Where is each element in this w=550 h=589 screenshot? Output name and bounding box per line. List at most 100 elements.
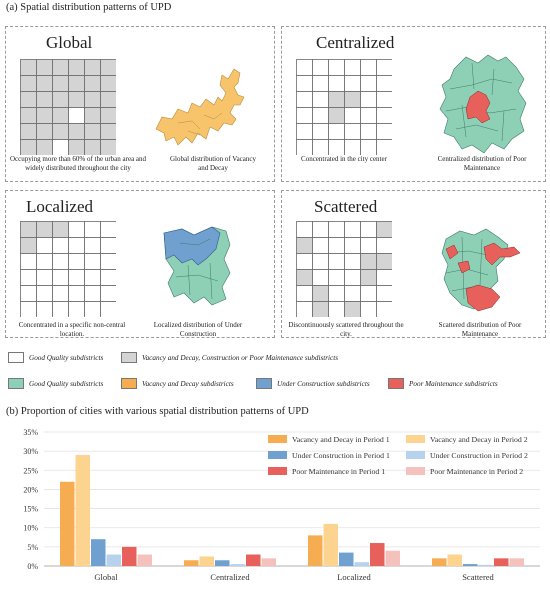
grid-cell-good xyxy=(376,123,392,140)
grid-cell-good xyxy=(376,269,392,286)
grid-cell-good xyxy=(100,253,116,270)
x-tick-label: Centralized xyxy=(210,572,250,582)
grid-cell-good xyxy=(84,301,101,317)
bar xyxy=(447,554,462,566)
grid-cell-good xyxy=(360,91,377,108)
grid-cell-upd xyxy=(36,123,53,140)
bar xyxy=(494,558,509,566)
grid-cell-good xyxy=(84,253,101,270)
legend-entry: Poor Maintenance in Period 2 xyxy=(406,467,523,476)
map-vacancy-shape xyxy=(155,68,245,146)
grid-cell-upd xyxy=(328,107,345,124)
grid-cell-upd xyxy=(36,59,53,76)
bar xyxy=(137,554,152,566)
grid-cell-good xyxy=(100,237,116,254)
map-global xyxy=(155,68,245,146)
grid-cell-good xyxy=(312,253,329,270)
grid-cell-upd xyxy=(20,91,37,108)
legend-swatch xyxy=(256,378,272,389)
caption-localized-map: Localized distribution of Under Construc… xyxy=(153,321,243,338)
grid-cell-good xyxy=(100,301,116,317)
grid-cell-good xyxy=(100,285,116,302)
legend-swatch xyxy=(268,451,287,459)
grid-cell-good xyxy=(84,285,101,302)
grid-cell-good xyxy=(20,301,37,317)
bar xyxy=(122,546,137,566)
legend-swatch xyxy=(268,435,287,443)
grid-cell-good xyxy=(68,107,85,124)
grid-cell-good xyxy=(100,269,116,286)
panel-global: Global Occupying more than 60% of the ur… xyxy=(5,26,275,182)
grid-scattered xyxy=(296,221,392,317)
panel-scattered: Scattered Discontinuously scattered thro… xyxy=(281,190,546,338)
grid-cell-good xyxy=(376,75,392,92)
grid-cell-upd xyxy=(20,75,37,92)
legend-label: Under Construction subdistricts xyxy=(277,379,370,388)
map-poor-maintenance-shape xyxy=(445,242,521,312)
grid-cell-good xyxy=(84,221,101,238)
grid-centralized xyxy=(296,59,392,155)
grid-cell-good xyxy=(344,285,361,302)
x-tick-label: Localized xyxy=(337,572,371,582)
grid-cell-good xyxy=(328,285,345,302)
grid-cell-upd xyxy=(84,123,101,140)
legend-item-upd-gray: Vacancy and Decay, Construction or Poor … xyxy=(121,352,338,363)
grid-cell-upd xyxy=(36,221,53,238)
grid-cell-good xyxy=(296,75,313,92)
grid-cell-good xyxy=(68,285,85,302)
grid-cell-upd xyxy=(100,75,116,92)
grid-cell-good xyxy=(328,221,345,238)
legend-item-poor: Poor Maintenance subdistricts xyxy=(388,378,498,389)
legend-label: Poor Maintenance in Period 2 xyxy=(430,467,523,476)
chart-bars xyxy=(60,454,524,566)
legend-entry: Under Construction in Period 1 xyxy=(268,451,390,460)
grid-cell-good xyxy=(312,107,329,124)
grid-localized xyxy=(20,221,116,317)
legend-label: Vacancy and Decay, Construction or Poor … xyxy=(142,353,339,362)
grid-cell-good xyxy=(296,107,313,124)
grid-cell-good xyxy=(328,123,345,140)
y-tick-label: 20% xyxy=(23,485,38,494)
chart-legend: Vacancy and Decay in Period 1 Vacancy and… xyxy=(268,435,528,476)
bar xyxy=(463,564,478,566)
legend-label: Poor Maintenance in Period 1 xyxy=(292,467,385,476)
bar xyxy=(246,554,261,566)
grid-cell-good xyxy=(360,75,377,92)
legend-label: Poor Maintenance subdistricts xyxy=(409,379,498,388)
panel-title-global: Global xyxy=(46,33,93,52)
grid-cell-good xyxy=(36,285,53,302)
grid-cell-good xyxy=(36,237,53,254)
grid-cell-good xyxy=(344,139,361,155)
grid-cell-good xyxy=(328,269,345,286)
grid-cell-good xyxy=(68,221,85,238)
y-tick-label: 35% xyxy=(23,428,38,437)
legend-item-good-white: Good Quality subdistricts xyxy=(8,352,103,363)
grid-cell-good xyxy=(360,237,377,254)
legend-swatch xyxy=(268,467,287,475)
grid-cell-good xyxy=(52,237,69,254)
grid-cell-upd xyxy=(328,91,345,108)
map-scattered xyxy=(441,228,521,312)
grid-cell-upd xyxy=(84,139,101,155)
grid-cell-good xyxy=(68,269,85,286)
grid-cell-good xyxy=(52,285,69,302)
legend-label: Under Construction in Period 2 xyxy=(430,451,528,460)
grid-cell-upd xyxy=(376,253,392,270)
grid-cell-good xyxy=(360,285,377,302)
grid-cell-good xyxy=(36,301,53,317)
bar-chart: 0% 5% 10% 15% 20% 25% 30% 35% Global Centralized… xyxy=(23,428,540,582)
grid-cell-upd xyxy=(312,301,329,317)
grid-cell-upd xyxy=(296,237,313,254)
grid-cell-good xyxy=(296,301,313,317)
grid-cell-upd xyxy=(68,75,85,92)
grid-cell-good xyxy=(312,269,329,286)
grid-cell-good xyxy=(328,253,345,270)
chart-y-ticks: 0% 5% 10% 15% 20% 25% 30% 35% xyxy=(23,428,38,571)
caption-global-map: Global distribution of Vacancy and Decay xyxy=(170,155,256,172)
grid-cell-upd xyxy=(20,237,37,254)
chart-gridlines xyxy=(44,431,540,567)
y-tick-label: 30% xyxy=(23,447,38,456)
grid-cell-upd xyxy=(84,91,101,108)
grid-cell-good xyxy=(52,253,69,270)
grid-cell-good xyxy=(376,139,392,155)
